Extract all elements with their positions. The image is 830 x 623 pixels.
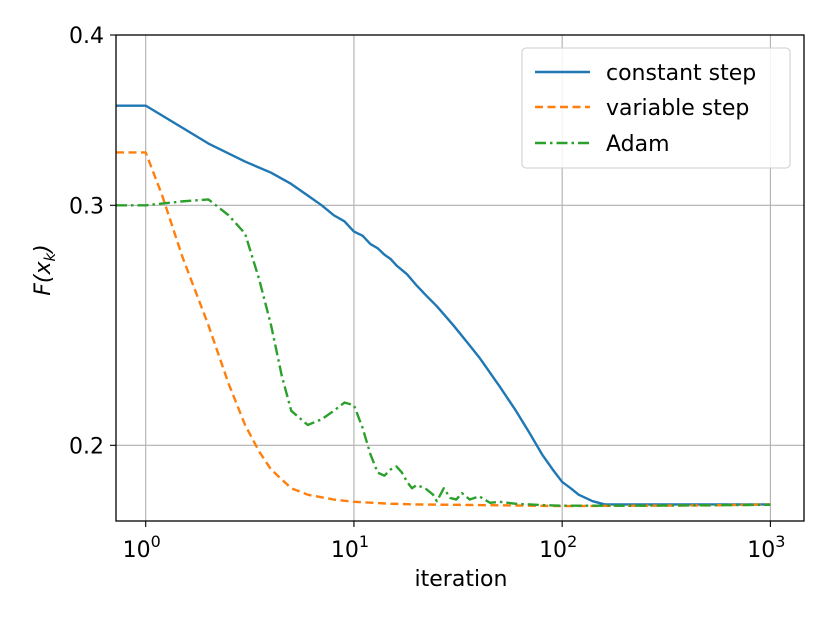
x-tick-label: 103 <box>747 532 785 563</box>
series-layer <box>116 104 771 508</box>
y-tick-label: 0.4 <box>69 24 104 49</box>
series-line-adam <box>116 198 771 507</box>
tick-marks <box>110 34 771 527</box>
x-tick-label: 102 <box>539 532 577 563</box>
legend-label-adam: Adam <box>606 132 670 157</box>
y-tick-label: 0.3 <box>69 194 104 219</box>
legend: constant step variable step Adam <box>521 47 791 169</box>
x-axis-title: iteration <box>415 567 508 592</box>
legend-frame <box>521 47 791 169</box>
y-axis-title: F(xk) <box>31 244 59 296</box>
y-tick-label: 0.2 <box>69 434 104 459</box>
series-line-constant-step <box>116 104 771 506</box>
legend-label-variable-step: variable step <box>606 96 749 121</box>
x-tick-label: 100 <box>123 532 161 563</box>
series-line-variable-step <box>116 151 771 508</box>
y-axis-title-subscript: k <box>41 252 59 262</box>
x-tick-label: 101 <box>331 532 369 563</box>
legend-label-constant-step: constant step <box>606 61 756 86</box>
plot-area-frame <box>115 34 805 522</box>
tick-labels: 100 101 102 103 0.2 0.3 0.4 <box>69 24 785 563</box>
